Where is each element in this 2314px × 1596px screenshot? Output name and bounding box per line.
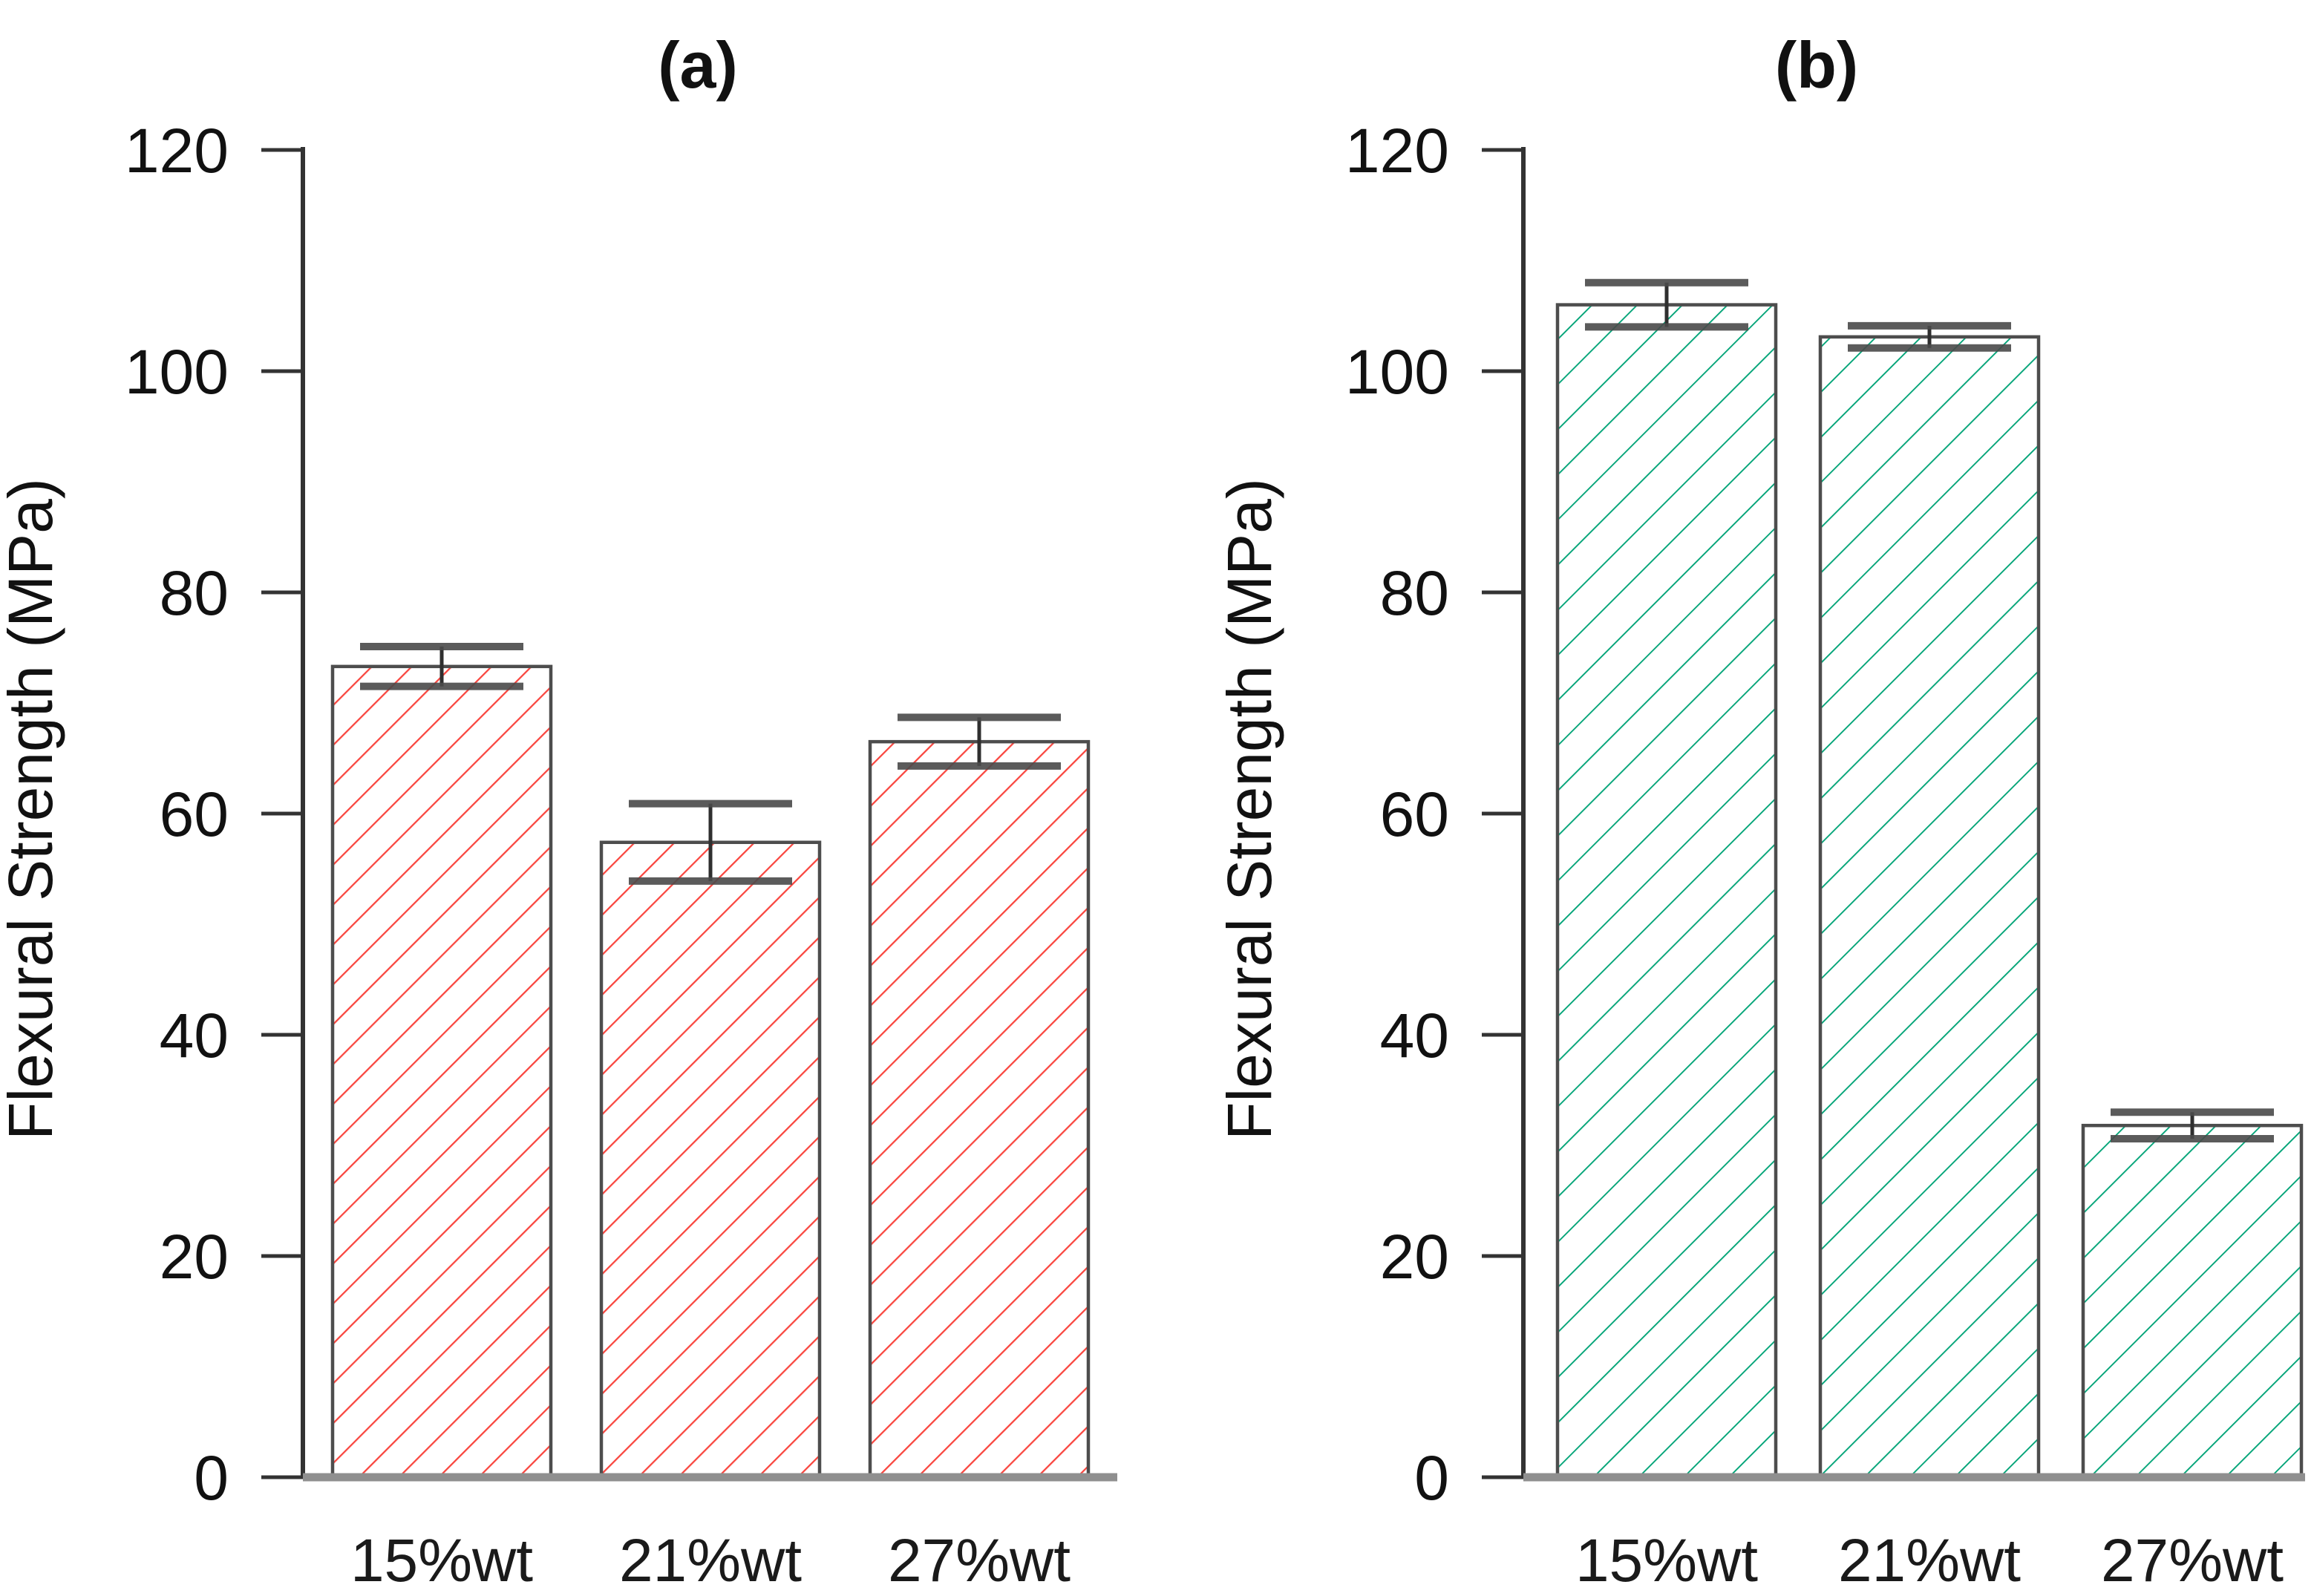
y-tick-label: 100 <box>1345 337 1449 407</box>
category-label-21%wt: 21%wt <box>619 1527 802 1595</box>
y-tick-label: 80 <box>160 558 229 628</box>
y-tick-label: 20 <box>1380 1222 1449 1292</box>
category-label-27%wt: 27%wt <box>888 1527 1071 1595</box>
chart-a-plot-area: 0 20 40 60 80 100 120 15%wt 21%wt 27%wt <box>125 116 1117 1595</box>
bar-15%wt <box>1555 303 1778 1479</box>
y-tick-label: 0 <box>194 1443 229 1513</box>
bar-27%wt <box>868 739 1091 1479</box>
panel-a-title: (a) <box>658 28 738 102</box>
chart-b-plot-area: 0 20 40 60 80 100 120 15%wt 21%wt 27%wt <box>1345 116 2305 1595</box>
panel-b-title: (b) <box>1775 28 1858 102</box>
y-tick-label: 100 <box>125 337 229 407</box>
y-tick-label: 60 <box>1380 779 1449 849</box>
bar-21%wt <box>1818 335 2041 1479</box>
category-label-15%wt: 15%wt <box>350 1527 533 1595</box>
y-tick-label: 60 <box>160 779 229 849</box>
category-label-15%wt: 15%wt <box>1575 1527 1758 1595</box>
panel-b-ylabel: Flexural Strength (MPa) <box>1215 478 1284 1140</box>
y-tick-label: 120 <box>1345 116 1449 186</box>
y-tick-label: 0 <box>1414 1443 1449 1513</box>
bar-21%wt <box>599 840 822 1479</box>
bar-15%wt <box>330 664 553 1479</box>
category-label-21%wt: 21%wt <box>1838 1527 2021 1595</box>
y-tick-label: 20 <box>160 1222 229 1292</box>
y-tick-label: 120 <box>125 116 229 186</box>
y-tick-label: 40 <box>160 1001 229 1070</box>
bar-27%wt <box>2081 1123 2304 1479</box>
y-tick-label: 40 <box>1380 1001 1449 1070</box>
y-tick-label: 80 <box>1380 558 1449 628</box>
panel-a-ylabel: Flexural Strength (MPa) <box>0 478 65 1140</box>
category-label-27%wt: 27%wt <box>2101 1527 2284 1595</box>
